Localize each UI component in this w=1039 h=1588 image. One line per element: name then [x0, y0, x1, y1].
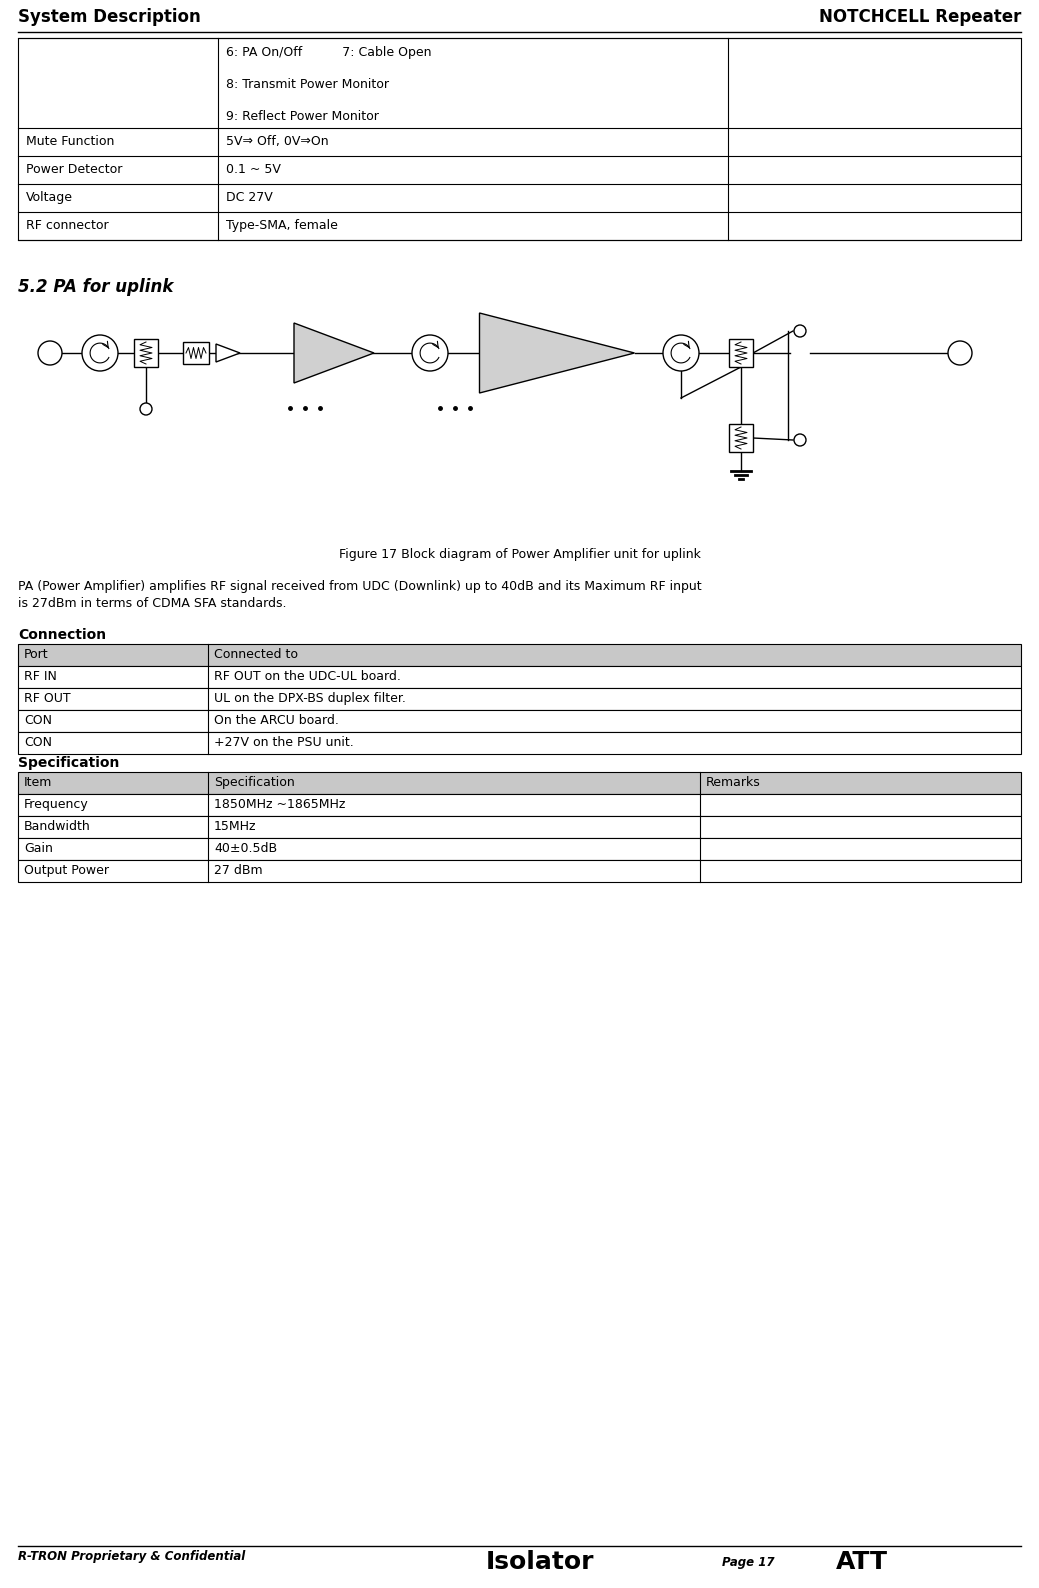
Text: 15MHz: 15MHz	[214, 819, 257, 834]
Polygon shape	[294, 322, 374, 383]
Bar	[18, 710, 1021, 732]
Text: R-TRON Proprietary & Confidential: R-TRON Proprietary & Confidential	[18, 1550, 245, 1563]
Text: RF OUT: RF OUT	[24, 692, 71, 705]
Text: 27 dBm: 27 dBm	[214, 864, 263, 877]
Bar	[18, 838, 1021, 861]
Text: Frequency: Frequency	[24, 799, 88, 811]
Text: 5.2 PA for uplink: 5.2 PA for uplink	[18, 278, 174, 295]
Text: Isolator: Isolator	[486, 1550, 594, 1574]
Text: RF OUT on the UDC-UL board.: RF OUT on the UDC-UL board.	[214, 670, 401, 683]
Circle shape	[794, 434, 806, 446]
Bar	[729, 424, 753, 453]
Text: On the ARCU board.: On the ARCU board.	[214, 715, 339, 727]
Text: Gain: Gain	[24, 842, 53, 854]
Text: Item: Item	[24, 777, 52, 789]
Text: Type-SMA, female: Type-SMA, female	[227, 219, 338, 232]
Text: Bandwidth: Bandwidth	[24, 819, 90, 834]
Text: PA (Power Amplifier) amplifies RF signal received from UDC (Downlink) up to 40dB: PA (Power Amplifier) amplifies RF signal…	[18, 580, 701, 592]
Bar	[183, 341, 209, 364]
Text: Connected to: Connected to	[214, 648, 298, 661]
Text: System Description: System Description	[18, 8, 201, 25]
Text: Voltage: Voltage	[26, 191, 73, 203]
Circle shape	[412, 335, 448, 372]
Text: Remarks: Remarks	[705, 777, 761, 789]
Text: NOTCHCELL Repeater: NOTCHCELL Repeater	[819, 8, 1021, 25]
Text: 0.1 ~ 5V: 0.1 ~ 5V	[227, 164, 281, 176]
Circle shape	[140, 403, 152, 414]
Text: Specification: Specification	[214, 777, 295, 789]
Bar	[18, 732, 1021, 754]
Bar	[18, 688, 1021, 710]
Text: 6: PA On/Off          7: Cable Open: 6: PA On/Off 7: Cable Open	[227, 46, 431, 59]
Text: RF connector: RF connector	[26, 219, 109, 232]
Polygon shape	[480, 313, 635, 392]
Bar	[18, 861, 1021, 881]
Text: 9: Reflect Power Monitor: 9: Reflect Power Monitor	[227, 110, 379, 122]
Bar	[134, 338, 158, 367]
Circle shape	[948, 341, 973, 365]
Circle shape	[663, 335, 699, 372]
Bar	[18, 816, 1021, 838]
Bar	[729, 338, 753, 367]
Text: 5V⇒ Off, 0V⇒On: 5V⇒ Off, 0V⇒On	[227, 135, 328, 148]
Text: Power Detector: Power Detector	[26, 164, 123, 176]
Circle shape	[794, 326, 806, 337]
Text: CON: CON	[24, 715, 52, 727]
Text: 1850MHz ~1865MHz: 1850MHz ~1865MHz	[214, 799, 345, 811]
Bar	[18, 645, 1021, 665]
Text: Mute Function: Mute Function	[26, 135, 114, 148]
Text: Page 17: Page 17	[722, 1556, 774, 1569]
Text: +27V on the PSU unit.: +27V on the PSU unit.	[214, 735, 353, 750]
Text: CON: CON	[24, 735, 52, 750]
Text: Specification: Specification	[18, 756, 119, 770]
Polygon shape	[216, 345, 240, 362]
Text: Figure 17 Block diagram of Power Amplifier unit for uplink: Figure 17 Block diagram of Power Amplifi…	[339, 548, 700, 561]
Bar	[18, 772, 1021, 794]
Bar	[18, 794, 1021, 816]
Text: Connection: Connection	[18, 627, 106, 642]
Text: DC 27V: DC 27V	[227, 191, 273, 203]
Bar	[18, 665, 1021, 688]
Text: UL on the DPX-BS duplex filter.: UL on the DPX-BS duplex filter.	[214, 692, 406, 705]
Text: 40±0.5dB: 40±0.5dB	[214, 842, 277, 854]
Text: is 27dBm in terms of CDMA SFA standards.: is 27dBm in terms of CDMA SFA standards.	[18, 597, 287, 610]
Circle shape	[82, 335, 118, 372]
Text: Port: Port	[24, 648, 49, 661]
Circle shape	[38, 341, 62, 365]
Text: ATT: ATT	[836, 1550, 888, 1574]
Text: RF IN: RF IN	[24, 670, 57, 683]
Text: Output Power: Output Power	[24, 864, 109, 877]
Text: 8: Transmit Power Monitor: 8: Transmit Power Monitor	[227, 78, 389, 91]
Bar	[18, 38, 1021, 240]
